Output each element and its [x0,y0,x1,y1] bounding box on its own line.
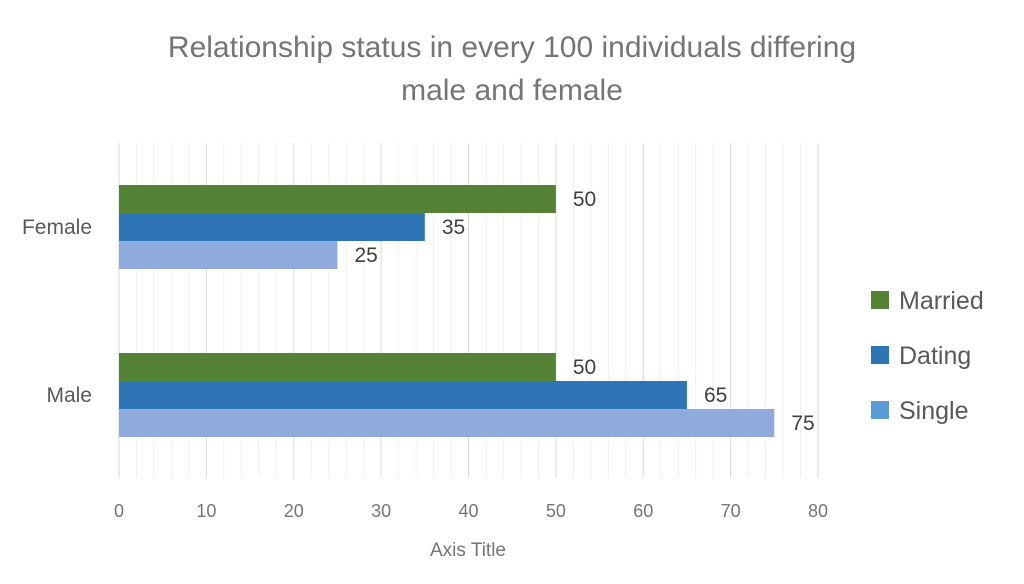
data-labels: 50 35 25 50 65 75 [354,188,814,435]
data-label: 75 [791,412,814,435]
x-tick-label: 40 [458,501,478,521]
bar-single-female [119,241,338,269]
chart-title-line-1: Relationship status in every 100 individ… [168,31,856,64]
x-tick-label: 60 [633,501,653,521]
bar-dating-male [119,381,687,409]
x-tick-label: 70 [721,501,741,521]
category-label-female: Female [22,216,92,239]
legend-swatch-married [871,291,889,309]
bar-married-female [119,185,556,213]
legend-swatch-single [871,401,889,419]
x-tick-label: 10 [196,501,216,521]
x-axis-ticks: 0 10 20 30 40 50 60 70 80 [114,501,828,521]
data-label: 50 [573,188,596,211]
legend-label-single: Single [899,397,969,425]
data-label: 50 [573,356,596,379]
bars [119,185,775,437]
legend-label-dating: Dating [899,342,971,370]
bar-dating-female [119,213,425,241]
category-label-male: Male [46,384,92,407]
x-tick-label: 30 [371,501,391,521]
bar-single-male [119,409,775,437]
data-label: 25 [354,244,377,267]
data-label: 35 [442,216,465,239]
legend-label-married: Married [899,287,984,315]
x-tick-label: 20 [284,501,304,521]
x-tick-label: 80 [808,501,828,521]
data-label: 65 [704,384,727,407]
bar-married-male [119,353,556,381]
category-labels: Female Male [22,216,92,407]
legend-swatch-dating [871,346,889,364]
chart-title-line-2: male and female [401,74,623,107]
x-tick-label: 0 [114,501,124,521]
legend: Married Dating Single [871,287,984,425]
x-axis-title: Axis Title [430,540,506,561]
x-tick-label: 50 [546,501,566,521]
